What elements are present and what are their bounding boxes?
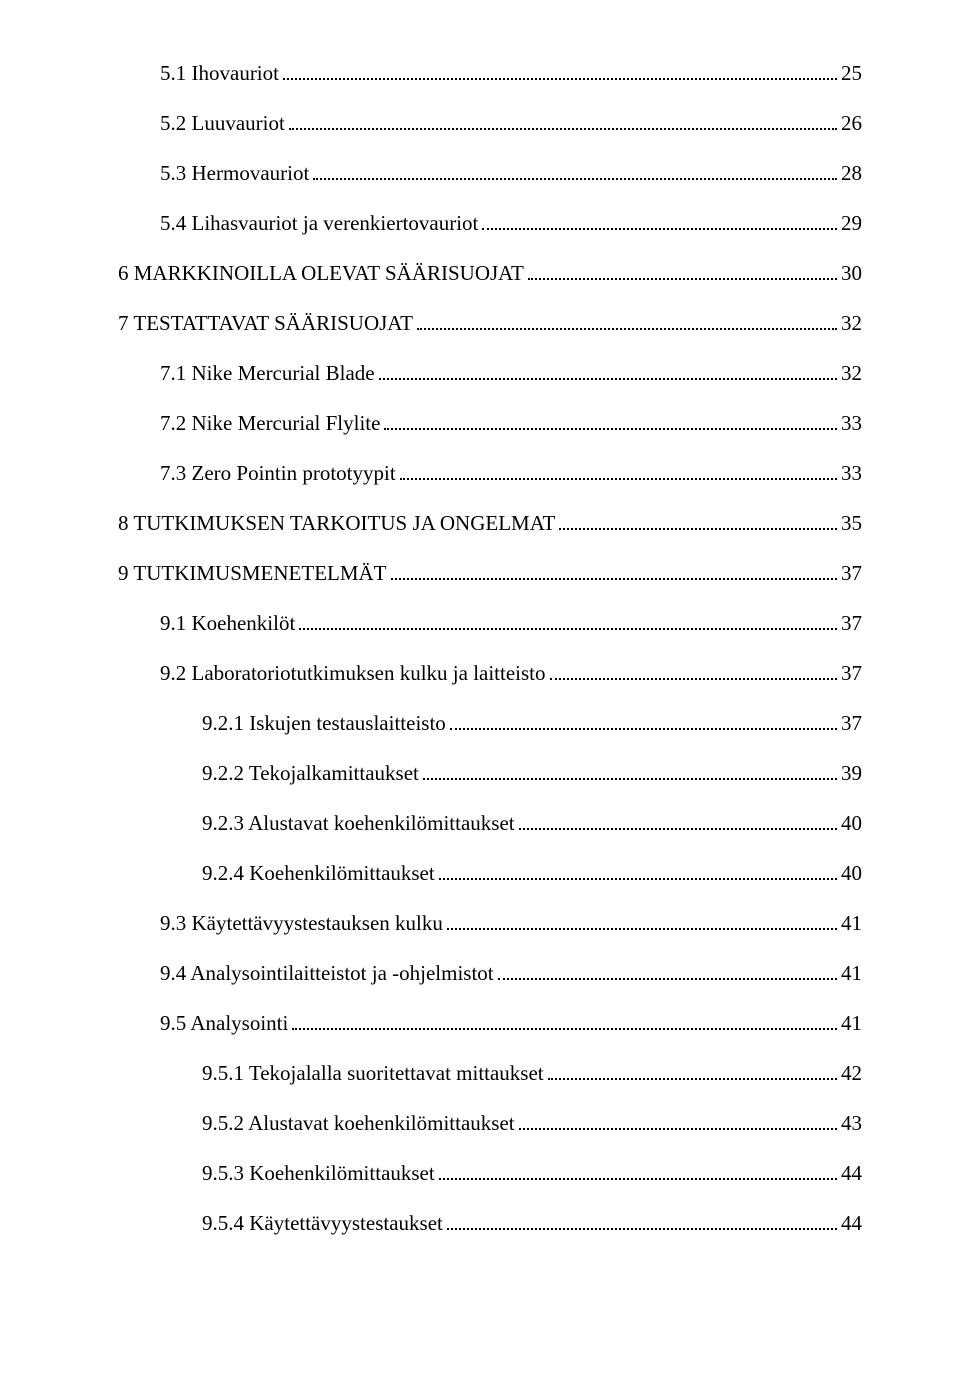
toc-entry: 7.2 Nike Mercurial Flylite 33 xyxy=(118,398,862,448)
toc-entry-page: 28 xyxy=(841,148,862,198)
toc-dot-leader xyxy=(528,263,837,280)
toc-dot-leader xyxy=(550,663,837,680)
toc-dot-leader xyxy=(447,913,837,930)
toc-entry-label: 5.3 Hermovauriot xyxy=(160,148,309,198)
toc-entry-label: 9.2.4 Koehenkilömittaukset xyxy=(202,848,435,898)
toc-entry-page: 26 xyxy=(841,98,862,148)
toc-dot-leader xyxy=(400,463,837,480)
toc-entry-page: 37 xyxy=(841,698,862,748)
toc-entry-label: 9.2.2 Tekojalkamittaukset xyxy=(202,748,419,798)
toc-entry-page: 35 xyxy=(841,498,862,548)
toc-dot-leader xyxy=(417,313,837,330)
toc-entry-label: 5.4 Lihasvauriot ja verenkiertovauriot xyxy=(160,198,478,248)
toc-dot-leader xyxy=(292,1013,837,1030)
toc-entry: 9.2 Laboratoriotutkimuksen kulku ja lait… xyxy=(118,648,862,698)
toc-dot-leader xyxy=(439,863,837,880)
toc-entry: 7.1 Nike Mercurial Blade 32 xyxy=(118,348,862,398)
toc-dot-leader xyxy=(391,563,837,580)
toc-entry-label: 9.5.1 Tekojalalla suoritettavat mittauks… xyxy=(202,1048,544,1098)
toc-dot-leader xyxy=(519,813,837,830)
toc-entry-label: 7.3 Zero Pointin prototyypit xyxy=(160,448,396,498)
toc-entry-page: 41 xyxy=(841,998,862,1048)
toc-entry-page: 41 xyxy=(841,948,862,998)
toc-entry-label: 5.1 Ihovauriot xyxy=(160,48,279,98)
toc-entry-label: 9.5.3 Koehenkilömittaukset xyxy=(202,1148,435,1198)
toc-entry: 9 TUTKIMUSMENETELMÄT 37 xyxy=(118,548,862,598)
toc-entry-page: 37 xyxy=(841,598,862,648)
toc-entry: 9.5 Analysointi 41 xyxy=(118,998,862,1048)
toc-entry: 9.3 Käytettävyystestauksen kulku 41 xyxy=(118,898,862,948)
table-of-contents: 5.1 Ihovauriot255.2 Luuvauriot265.3 Herm… xyxy=(118,48,862,1248)
toc-entry-page: 37 xyxy=(841,548,862,598)
toc-dot-leader xyxy=(299,613,837,630)
toc-entry-page: 39 xyxy=(841,748,862,798)
toc-entry-page: 33 xyxy=(841,398,862,448)
toc-entry-label: 9 TUTKIMUSMENETELMÄT xyxy=(118,548,387,598)
toc-entry-label: 9.2.3 Alustavat koehenkilömittaukset xyxy=(202,798,515,848)
toc-entry-page: 32 xyxy=(841,298,862,348)
toc-entry: 5.4 Lihasvauriot ja verenkiertovauriot 29 xyxy=(118,198,862,248)
toc-entry: 9.5.2 Alustavat koehenkilömittaukset 43 xyxy=(118,1098,862,1148)
toc-entry-page: 42 xyxy=(841,1048,862,1098)
toc-entry-page: 30 xyxy=(841,248,862,298)
toc-dot-leader xyxy=(283,63,837,80)
toc-dot-leader xyxy=(548,1063,837,1080)
toc-entry: 7.3 Zero Pointin prototyypit 33 xyxy=(118,448,862,498)
toc-entry: 9.4 Analysointilaitteistot ja -ohjelmist… xyxy=(118,948,862,998)
toc-entry: 9.5.3 Koehenkilömittaukset 44 xyxy=(118,1148,862,1198)
toc-entry-label: 9.3 Käytettävyystestauksen kulku xyxy=(160,898,443,948)
toc-entry: 5.2 Luuvauriot 26 xyxy=(118,98,862,148)
toc-entry-label: 9.2 Laboratoriotutkimuksen kulku ja lait… xyxy=(160,648,546,698)
toc-entry-page: 25 xyxy=(841,48,862,98)
toc-dot-leader xyxy=(559,513,837,530)
toc-dot-leader xyxy=(289,113,837,130)
toc-dot-leader xyxy=(498,963,837,980)
toc-entry-page: 29 xyxy=(841,198,862,248)
toc-dot-leader xyxy=(439,1163,837,1180)
toc-entry-page: 40 xyxy=(841,798,862,848)
toc-entry-label: 7 TESTATTAVAT SÄÄRISUOJAT xyxy=(118,298,413,348)
toc-entry: 9.5.4 Käytettävyystestaukset 44 xyxy=(118,1198,862,1248)
toc-entry-page: 37 xyxy=(841,648,862,698)
toc-entry: 8 TUTKIMUKSEN TARKOITUS JA ONGELMAT 35 xyxy=(118,498,862,548)
toc-entry: 9.2.3 Alustavat koehenkilömittaukset 40 xyxy=(118,798,862,848)
toc-entry-label: 9.5.2 Alustavat koehenkilömittaukset xyxy=(202,1098,515,1148)
toc-entry-page: 41 xyxy=(841,898,862,948)
toc-entry-label: 9.5.4 Käytettävyystestaukset xyxy=(202,1198,443,1248)
toc-dot-leader xyxy=(423,763,837,780)
toc-entry: 5.1 Ihovauriot 25 xyxy=(118,48,862,98)
toc-entry: 9.2.1 Iskujen testauslaitteisto 37 xyxy=(118,698,862,748)
toc-entry-page: 44 xyxy=(841,1148,862,1198)
toc-dot-leader xyxy=(447,1213,837,1230)
toc-entry: 9.2.4 Koehenkilömittaukset 40 xyxy=(118,848,862,898)
toc-entry-label: 9.1 Koehenkilöt xyxy=(160,598,295,648)
toc-entry-label: 9.5 Analysointi xyxy=(160,998,288,1048)
page: 5.1 Ihovauriot255.2 Luuvauriot265.3 Herm… xyxy=(0,0,960,1391)
toc-entry: 9.1 Koehenkilöt 37 xyxy=(118,598,862,648)
toc-dot-leader xyxy=(450,713,837,730)
toc-dot-leader xyxy=(519,1113,837,1130)
toc-entry-label: 9.2.1 Iskujen testauslaitteisto xyxy=(202,698,446,748)
toc-entry: 9.2.2 Tekojalkamittaukset 39 xyxy=(118,748,862,798)
toc-entry: 7 TESTATTAVAT SÄÄRISUOJAT 32 xyxy=(118,298,862,348)
toc-entry-label: 9.4 Analysointilaitteistot ja -ohjelmist… xyxy=(160,948,494,998)
toc-dot-leader xyxy=(379,363,837,380)
toc-entry-page: 43 xyxy=(841,1098,862,1148)
toc-dot-leader xyxy=(313,163,837,180)
toc-entry: 6 MARKKINOILLA OLEVAT SÄÄRISUOJAT 30 xyxy=(118,248,862,298)
toc-dot-leader xyxy=(384,413,837,430)
toc-entry-label: 7.1 Nike Mercurial Blade xyxy=(160,348,375,398)
toc-entry-page: 33 xyxy=(841,448,862,498)
toc-entry-page: 40 xyxy=(841,848,862,898)
toc-entry: 5.3 Hermovauriot 28 xyxy=(118,148,862,198)
toc-entry: 9.5.1 Tekojalalla suoritettavat mittauks… xyxy=(118,1048,862,1098)
toc-entry-label: 8 TUTKIMUKSEN TARKOITUS JA ONGELMAT xyxy=(118,498,555,548)
toc-entry-page: 44 xyxy=(841,1198,862,1248)
toc-dot-leader xyxy=(482,213,837,230)
toc-entry-label: 5.2 Luuvauriot xyxy=(160,98,285,148)
toc-entry-label: 7.2 Nike Mercurial Flylite xyxy=(160,398,380,448)
toc-entry-label: 6 MARKKINOILLA OLEVAT SÄÄRISUOJAT xyxy=(118,248,524,298)
toc-entry-page: 32 xyxy=(841,348,862,398)
